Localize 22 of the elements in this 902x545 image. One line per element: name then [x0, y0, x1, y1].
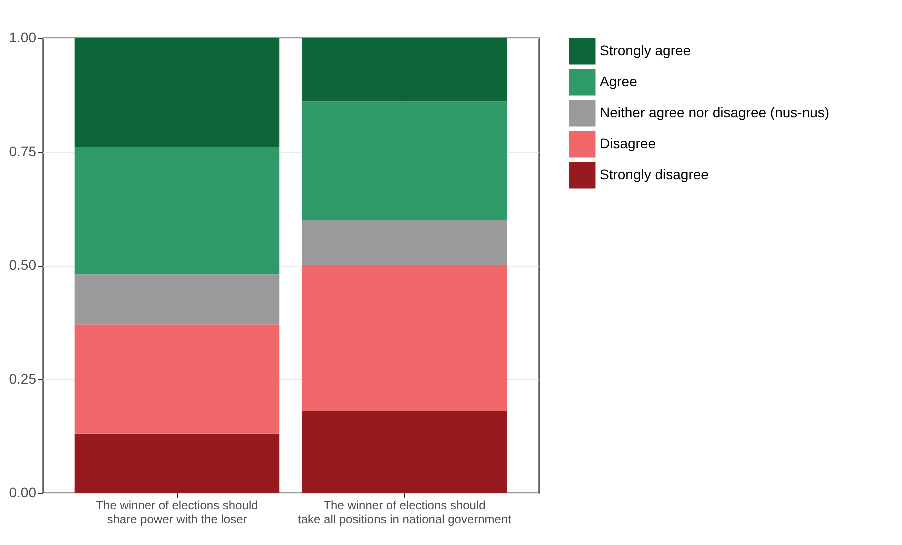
y-tick-label: 1.00 — [9, 30, 37, 46]
bar — [74, 147, 280, 275]
y-tick-label: 0.75 — [9, 143, 37, 160]
legend-label: Strongly disagree — [600, 166, 710, 182]
x-tick-label: The winner of elections should share power with the loser — [96, 498, 258, 526]
bar — [302, 102, 508, 220]
legend-label: Agree — [600, 74, 638, 90]
y-tick-label: 0.50 — [9, 257, 37, 273]
legend-label: Disagree — [600, 136, 656, 152]
bar — [74, 324, 280, 434]
y-tick-label: 0.00 — [9, 484, 37, 500]
bar — [74, 38, 280, 148]
bar — [302, 38, 508, 102]
bar — [302, 411, 508, 493]
legend-label: Neither agree nor disagree (nus-nus) — [600, 104, 830, 120]
legend-label: Strongly agree — [600, 42, 692, 58]
x-tick-label: The winner of elections should take all positions in national government — [298, 498, 512, 526]
bar — [74, 274, 280, 325]
bar — [74, 434, 280, 493]
bar — [302, 266, 508, 412]
bar — [302, 220, 508, 266]
y-tick-label: 0.25 — [9, 370, 37, 387]
